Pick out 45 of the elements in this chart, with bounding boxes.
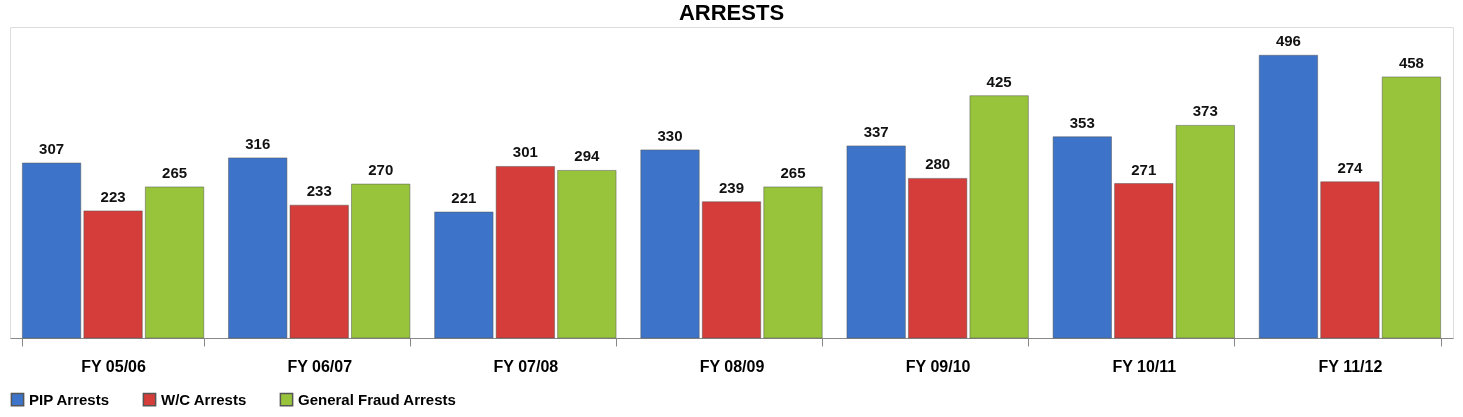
data-label: 425 — [986, 72, 1012, 90]
data-label: 271 — [1131, 160, 1157, 178]
data-label: 223 — [100, 187, 126, 205]
data-label: 265 — [780, 163, 806, 181]
data-label: 270 — [368, 161, 394, 179]
x-tick-label: FY 07/08 — [493, 357, 559, 375]
legend-label: PIP Arrests — [29, 390, 110, 408]
bar — [83, 210, 143, 339]
data-label: 265 — [162, 163, 188, 181]
bar — [763, 186, 823, 339]
x-tick-label: FY 06/07 — [287, 357, 353, 375]
chart-title: ARRESTS — [678, 0, 785, 25]
x-tick-label: FY 08/09 — [699, 357, 765, 375]
bar — [640, 149, 700, 339]
legend-label: General Fraud Arrests — [298, 390, 456, 408]
bar — [22, 162, 82, 339]
data-label: 294 — [574, 147, 601, 165]
bar — [846, 145, 906, 339]
bar — [145, 186, 205, 339]
bar — [1320, 181, 1380, 339]
bar — [702, 201, 761, 339]
legend-label: W/C Arrests — [161, 390, 247, 408]
bar — [1258, 55, 1318, 339]
data-label: 337 — [863, 122, 889, 140]
data-label: 307 — [39, 140, 65, 158]
x-tick-label: FY 10/11 — [1112, 357, 1177, 375]
data-label: 221 — [451, 189, 477, 207]
data-label: 280 — [925, 155, 951, 173]
bar — [351, 183, 411, 339]
data-label: 239 — [718, 178, 745, 196]
data-label: 316 — [245, 134, 271, 152]
data-label: 330 — [657, 126, 683, 144]
x-tick-label: FY 09/10 — [905, 357, 971, 375]
data-label: 301 — [512, 143, 538, 161]
data-label: 353 — [1069, 113, 1095, 131]
bar — [557, 170, 617, 339]
data-label: 233 — [306, 182, 332, 200]
data-label: 496 — [1275, 32, 1301, 50]
x-tick-label: FY 11/12 — [1318, 357, 1383, 375]
bar — [1381, 76, 1441, 339]
data-label: 274 — [1337, 158, 1364, 176]
x-tick-label: FY 05/06 — [81, 357, 146, 375]
data-label: 373 — [1192, 102, 1218, 120]
bar — [1052, 136, 1112, 339]
data-label: 458 — [1398, 53, 1424, 71]
